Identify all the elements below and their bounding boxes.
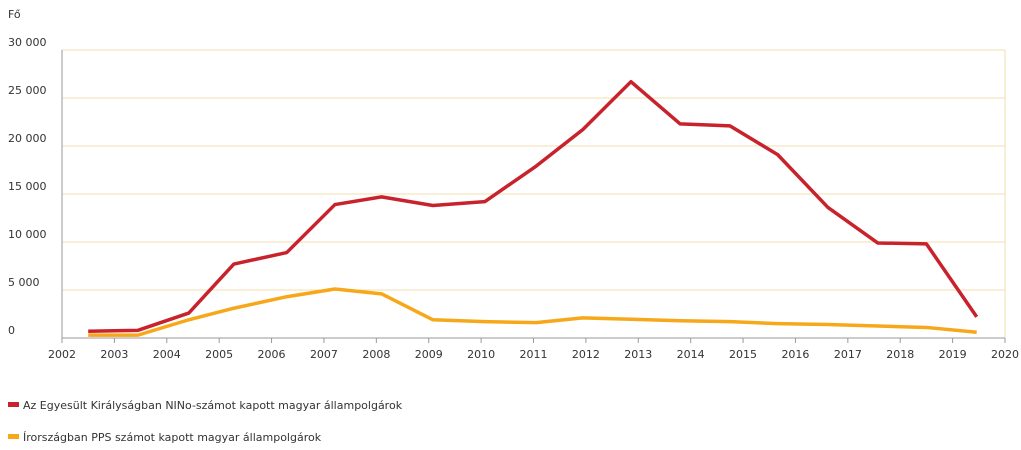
x-tick-label: 2013 (624, 348, 652, 361)
series-line (88, 287, 977, 337)
x-tick-label: 2019 (939, 348, 967, 361)
series-line (88, 79, 979, 334)
x-tick-label: 2012 (572, 348, 600, 361)
x-tick-label: 2018 (886, 348, 914, 361)
y-tick-label: 15 000 (8, 180, 47, 193)
x-tick-label: 2005 (205, 348, 233, 361)
legend-swatch (8, 402, 19, 407)
x-tick-label: 2011 (520, 348, 548, 361)
x-tick-label: 2017 (834, 348, 862, 361)
y-tick-label: 5 000 (8, 276, 40, 289)
legend-label: Az Egyesült Királyságban NINo-számot kap… (23, 399, 403, 412)
x-tick-label: 2002 (48, 348, 76, 361)
x-tick-label: 2010 (467, 348, 495, 361)
x-tick-label: 2016 (781, 348, 809, 361)
x-tick-label: 2007 (310, 348, 338, 361)
legend-label: Írországban PPS számot kapott magyar áll… (23, 431, 322, 444)
legend-swatch (8, 434, 19, 439)
x-tick-label: 2020 (991, 348, 1019, 361)
y-tick-label: 10 000 (8, 228, 47, 241)
x-tick-label: 2009 (415, 348, 443, 361)
y-axis-label: Fő (8, 8, 21, 21)
x-tick-label: 2004 (153, 348, 181, 361)
x-tick-label: 2008 (362, 348, 390, 361)
x-tick-label: 2003 (100, 348, 128, 361)
x-tick-label: 2015 (729, 348, 757, 361)
y-tick-label: 20 000 (8, 132, 47, 145)
y-tick-label: 0 (8, 324, 15, 337)
y-tick-label: 30 000 (8, 36, 47, 49)
x-tick-label: 2014 (677, 348, 705, 361)
y-tick-label: 25 000 (8, 84, 47, 97)
x-tick-label: 2006 (258, 348, 286, 361)
